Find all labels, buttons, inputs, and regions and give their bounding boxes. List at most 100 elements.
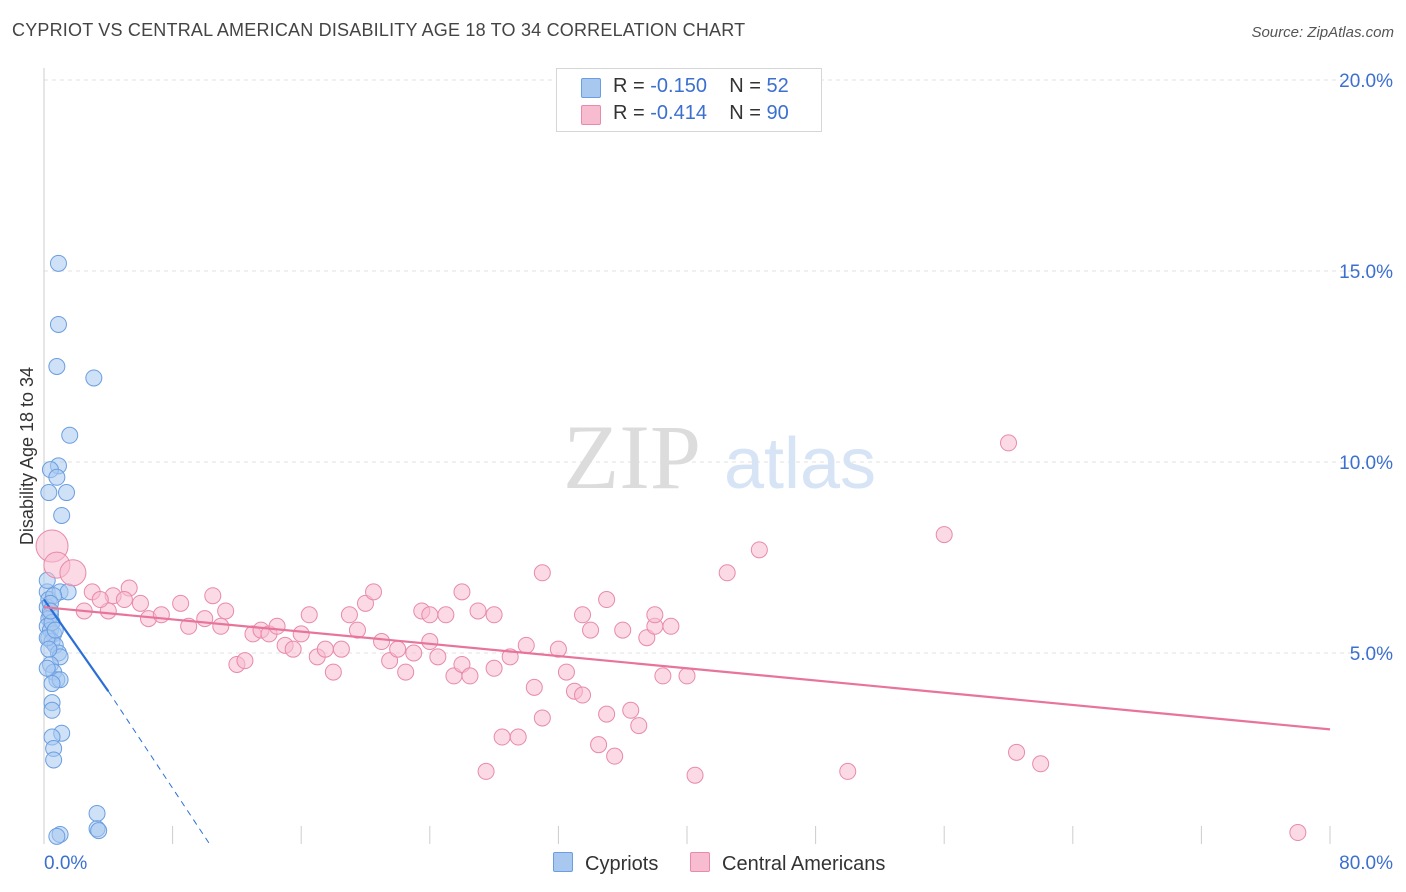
legend-swatch-cypriots <box>581 78 601 98</box>
data-point <box>397 663 415 681</box>
data-point <box>49 315 67 333</box>
data-point <box>485 659 503 677</box>
chart-title: CYPRIOT VS CENTRAL AMERICAN DISABILITY A… <box>12 20 746 40</box>
data-point <box>204 587 222 605</box>
n-label: N = <box>729 75 767 97</box>
axes <box>43 68 1331 844</box>
data-point <box>517 636 535 654</box>
data-point <box>88 804 106 822</box>
legend-swatch-central-americans <box>690 852 710 872</box>
data-point <box>292 625 310 643</box>
data-point <box>606 747 624 765</box>
data-point <box>48 827 66 845</box>
data-point <box>598 705 616 723</box>
data-point <box>300 606 318 624</box>
watermark-atlas: atlas <box>724 424 876 504</box>
trend-line <box>43 606 1331 731</box>
data-point <box>324 663 342 681</box>
data-point <box>46 621 64 639</box>
data-point <box>389 640 407 658</box>
data-point <box>686 766 704 784</box>
legend-label-cypriots: Cypriots <box>585 853 659 875</box>
data-point <box>437 606 455 624</box>
data-point <box>469 602 487 620</box>
watermark: ZIP atlas <box>563 406 876 508</box>
data-point <box>557 663 575 681</box>
data-point <box>493 728 511 746</box>
data-point <box>525 678 543 696</box>
n-label: N = <box>729 102 767 124</box>
legend-item-central-americans[interactable]: Central Americans <box>690 852 885 876</box>
data-point <box>40 640 58 658</box>
data-point <box>598 591 616 609</box>
data-point <box>453 583 471 601</box>
data-point <box>549 640 567 658</box>
data-point <box>1289 824 1307 842</box>
data-point <box>59 559 87 587</box>
r-value: -0.150 <box>650 75 707 97</box>
r-value: -0.414 <box>650 102 707 124</box>
x-tick-label: 0.0% <box>44 853 87 874</box>
data-point <box>40 484 58 502</box>
data-point <box>662 617 680 635</box>
data-point <box>509 728 527 746</box>
data-point <box>461 667 479 685</box>
data-point <box>172 594 190 612</box>
data-point <box>45 751 63 769</box>
data-point <box>373 633 391 651</box>
data-point <box>53 506 71 524</box>
data-point <box>750 541 768 559</box>
data-point <box>196 610 214 628</box>
n-value: 52 <box>766 75 789 97</box>
data-point <box>630 717 648 735</box>
trend-line-extension <box>107 690 210 845</box>
data-point <box>61 426 79 444</box>
legend-swatch-central-americans <box>581 105 601 125</box>
data-point <box>236 652 254 670</box>
data-point <box>332 640 350 658</box>
data-point <box>421 606 439 624</box>
data-point <box>533 564 551 582</box>
y-tick-label: 10.0% <box>1339 453 1393 474</box>
data-point <box>212 617 230 635</box>
data-point <box>38 659 56 677</box>
data-point <box>935 526 953 544</box>
y-axis-label: Disability Age 18 to 34 <box>17 367 37 545</box>
data-point <box>316 640 334 658</box>
data-point <box>91 591 109 609</box>
data-point <box>477 762 495 780</box>
y-tick-label: 5.0% <box>1350 644 1393 665</box>
data-point <box>340 606 358 624</box>
data-point <box>421 633 439 651</box>
data-point <box>284 640 302 658</box>
legend-item-cypriots[interactable]: Cypriots <box>553 852 658 876</box>
data-point <box>485 606 503 624</box>
data-point <box>43 701 61 719</box>
data-point <box>1000 434 1017 452</box>
data-point <box>590 736 608 754</box>
r-label: R = <box>613 75 651 97</box>
correlation-legend: R = -0.150 N = 52 R = -0.414 N = 90 <box>556 68 822 132</box>
data-point <box>131 594 149 612</box>
data-point <box>59 583 77 601</box>
data-point <box>646 606 664 624</box>
data-point <box>49 254 67 272</box>
data-point <box>348 621 366 639</box>
data-point <box>85 369 103 387</box>
data-point <box>217 602 235 620</box>
data-point <box>622 701 640 719</box>
data-point <box>654 667 672 685</box>
data-point <box>365 583 383 601</box>
data-point <box>115 591 133 609</box>
legend-swatch-cypriots <box>553 852 573 872</box>
legend-label-central-americans: Central Americans <box>722 853 886 875</box>
data-point <box>574 686 592 704</box>
data-point <box>718 564 736 582</box>
data-point <box>533 709 551 727</box>
y-tick-label: 20.0% <box>1339 71 1393 92</box>
data-point <box>582 621 600 639</box>
data-point <box>48 468 66 486</box>
n-value: 90 <box>766 102 789 124</box>
x-tick-label: 80.0% <box>1339 853 1393 874</box>
